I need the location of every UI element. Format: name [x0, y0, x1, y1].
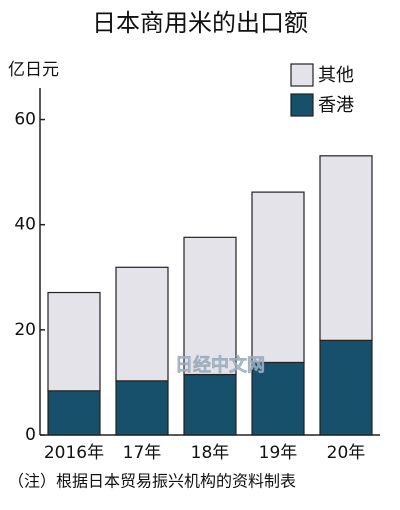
- bar-segment: [183, 236, 237, 376]
- y-tick-label: 0: [25, 425, 36, 445]
- bar-segment: [47, 390, 101, 436]
- bar-segment: [115, 266, 169, 382]
- watermark: 日经中文网: [175, 354, 265, 376]
- chart-title: 日本商用米的出口额: [92, 9, 308, 37]
- bar-segment: [319, 155, 373, 341]
- bar-segment: [251, 361, 305, 436]
- legend-label: 其他: [318, 65, 354, 86]
- x-tick-label: 17年: [123, 443, 162, 463]
- bar-segment: [115, 380, 169, 436]
- x-tick-label: 18年: [191, 443, 230, 463]
- legend-swatch: [290, 93, 314, 117]
- legend-swatch: [290, 63, 314, 87]
- x-tick-label: 20年: [327, 443, 366, 463]
- y-tick-label: 20: [14, 320, 36, 340]
- legend-label: 香港: [318, 95, 354, 116]
- note: （注）根据日本贸易振兴机构的资料制表: [8, 472, 296, 491]
- x-tick-label: 19年: [259, 443, 298, 463]
- x-tick-label: 2016年: [44, 443, 104, 463]
- bar-segment: [183, 373, 237, 436]
- y-axis-label: 亿日元: [8, 60, 59, 80]
- y-tick-label: 60: [14, 110, 36, 130]
- bar-segment: [47, 291, 101, 392]
- bar-segment: [251, 191, 305, 364]
- y-tick-label: 40: [14, 215, 36, 235]
- bar-segment: [319, 339, 373, 436]
